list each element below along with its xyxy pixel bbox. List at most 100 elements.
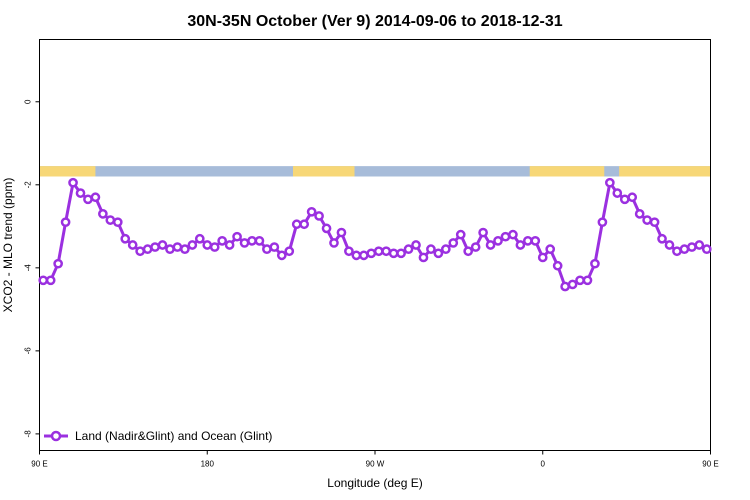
data-point-28 bbox=[247, 235, 257, 246]
data-point-60 bbox=[485, 240, 496, 250]
data-point-27 bbox=[239, 238, 250, 248]
data-point-69 bbox=[552, 260, 563, 271]
data-point-83 bbox=[657, 233, 667, 244]
data-point-36 bbox=[306, 206, 317, 217]
data-point-12 bbox=[127, 240, 138, 250]
data-point-20 bbox=[187, 240, 198, 250]
data-point-52 bbox=[426, 244, 436, 255]
data-point-40 bbox=[336, 227, 347, 238]
data-point-65 bbox=[522, 235, 533, 246]
data-point-26 bbox=[232, 231, 242, 242]
data-point-87 bbox=[687, 242, 697, 252]
data-point-21 bbox=[194, 233, 205, 244]
y-axis: 0 -2 -4 -6 -8 bbox=[24, 99, 40, 437]
data-point-55 bbox=[448, 238, 459, 248]
data-point-6 bbox=[83, 194, 93, 205]
data-point-34 bbox=[291, 219, 302, 230]
data-point-32 bbox=[276, 250, 287, 261]
y-axis-label: XCO2 - MLO trend (ppm) bbox=[1, 178, 15, 313]
data-point-86 bbox=[679, 244, 690, 255]
data-point-18 bbox=[172, 242, 183, 252]
data-point-0 bbox=[38, 275, 49, 286]
data-point-47 bbox=[388, 248, 399, 259]
data-point-80 bbox=[634, 209, 645, 219]
data-point-14 bbox=[142, 244, 153, 255]
x-tick-label-2: 90 W bbox=[366, 460, 385, 469]
data-point-49 bbox=[403, 244, 414, 255]
land-band-3 bbox=[619, 166, 711, 177]
data-point-7 bbox=[90, 192, 101, 203]
data-point-50 bbox=[411, 240, 421, 250]
data-point-84 bbox=[664, 240, 675, 250]
data-point-15 bbox=[150, 242, 160, 252]
data-point-79 bbox=[627, 192, 638, 203]
data-point-35 bbox=[299, 219, 310, 230]
legend-marker-swatch bbox=[50, 430, 62, 442]
data-point-9 bbox=[105, 215, 116, 225]
data-point-71 bbox=[567, 279, 578, 290]
y-tick-label-0: 0 bbox=[24, 99, 33, 104]
land-band-1 bbox=[292, 166, 355, 177]
data-point-54 bbox=[440, 244, 451, 255]
series-land-ocean bbox=[38, 177, 712, 292]
data-point-29 bbox=[254, 235, 265, 246]
data-point-78 bbox=[619, 194, 630, 205]
data-point-74 bbox=[590, 258, 600, 269]
data-point-13 bbox=[135, 246, 145, 257]
x-tick-label-1: 180 bbox=[201, 460, 215, 469]
data-point-43 bbox=[358, 250, 369, 261]
data-point-31 bbox=[269, 242, 280, 252]
data-point-89 bbox=[701, 244, 712, 255]
data-point-72 bbox=[575, 275, 585, 286]
x-tick-label-4: 90 E bbox=[702, 460, 718, 469]
data-point-33 bbox=[284, 246, 295, 257]
data-point-24 bbox=[217, 235, 228, 246]
data-point-61 bbox=[493, 235, 503, 246]
data-point-64 bbox=[515, 240, 526, 250]
data-point-11 bbox=[120, 233, 131, 244]
data-point-3 bbox=[60, 217, 71, 228]
x-tick-label-3: 0 bbox=[541, 460, 546, 469]
data-point-85 bbox=[672, 246, 682, 257]
data-point-2 bbox=[53, 258, 63, 269]
land-band-0 bbox=[39, 166, 96, 177]
data-point-48 bbox=[396, 248, 406, 259]
data-point-70 bbox=[560, 281, 570, 292]
legend: Land (Nadir&Glint) and Ocean (Glint) bbox=[44, 429, 272, 443]
data-point-53 bbox=[433, 248, 444, 259]
data-point-22 bbox=[202, 240, 213, 250]
data-point-66 bbox=[530, 235, 541, 246]
data-point-67 bbox=[537, 252, 548, 263]
data-point-73 bbox=[582, 275, 593, 286]
data-point-44 bbox=[366, 248, 377, 259]
data-point-57 bbox=[463, 246, 474, 257]
land-band-2 bbox=[529, 166, 605, 177]
data-point-59 bbox=[478, 227, 488, 238]
data-point-5 bbox=[75, 188, 86, 198]
data-point-19 bbox=[180, 244, 190, 255]
data-point-16 bbox=[157, 240, 168, 250]
y-tick-label-4: -8 bbox=[24, 430, 33, 438]
data-point-25 bbox=[224, 240, 235, 250]
data-point-81 bbox=[642, 215, 652, 225]
data-point-42 bbox=[351, 250, 362, 261]
data-point-1 bbox=[45, 275, 56, 286]
data-point-46 bbox=[381, 246, 392, 257]
legend-label: Land (Nadir&Glint) and Ocean (Glint) bbox=[75, 429, 272, 443]
data-point-30 bbox=[262, 244, 272, 255]
data-point-38 bbox=[321, 223, 332, 234]
land-ocean-mask bbox=[39, 166, 711, 177]
x-axis: 90 E 180 90 W 0 90 E bbox=[31, 450, 719, 469]
data-point-76 bbox=[605, 177, 615, 188]
data-point-77 bbox=[612, 188, 623, 198]
data-point-58 bbox=[470, 242, 481, 252]
ocean-band bbox=[39, 166, 711, 177]
data-point-68 bbox=[545, 244, 556, 255]
data-point-10 bbox=[112, 217, 123, 228]
data-point-62 bbox=[500, 231, 511, 242]
data-point-37 bbox=[314, 211, 324, 221]
data-point-88 bbox=[694, 240, 705, 250]
data-point-4 bbox=[68, 177, 78, 188]
data-point-45 bbox=[373, 246, 384, 257]
